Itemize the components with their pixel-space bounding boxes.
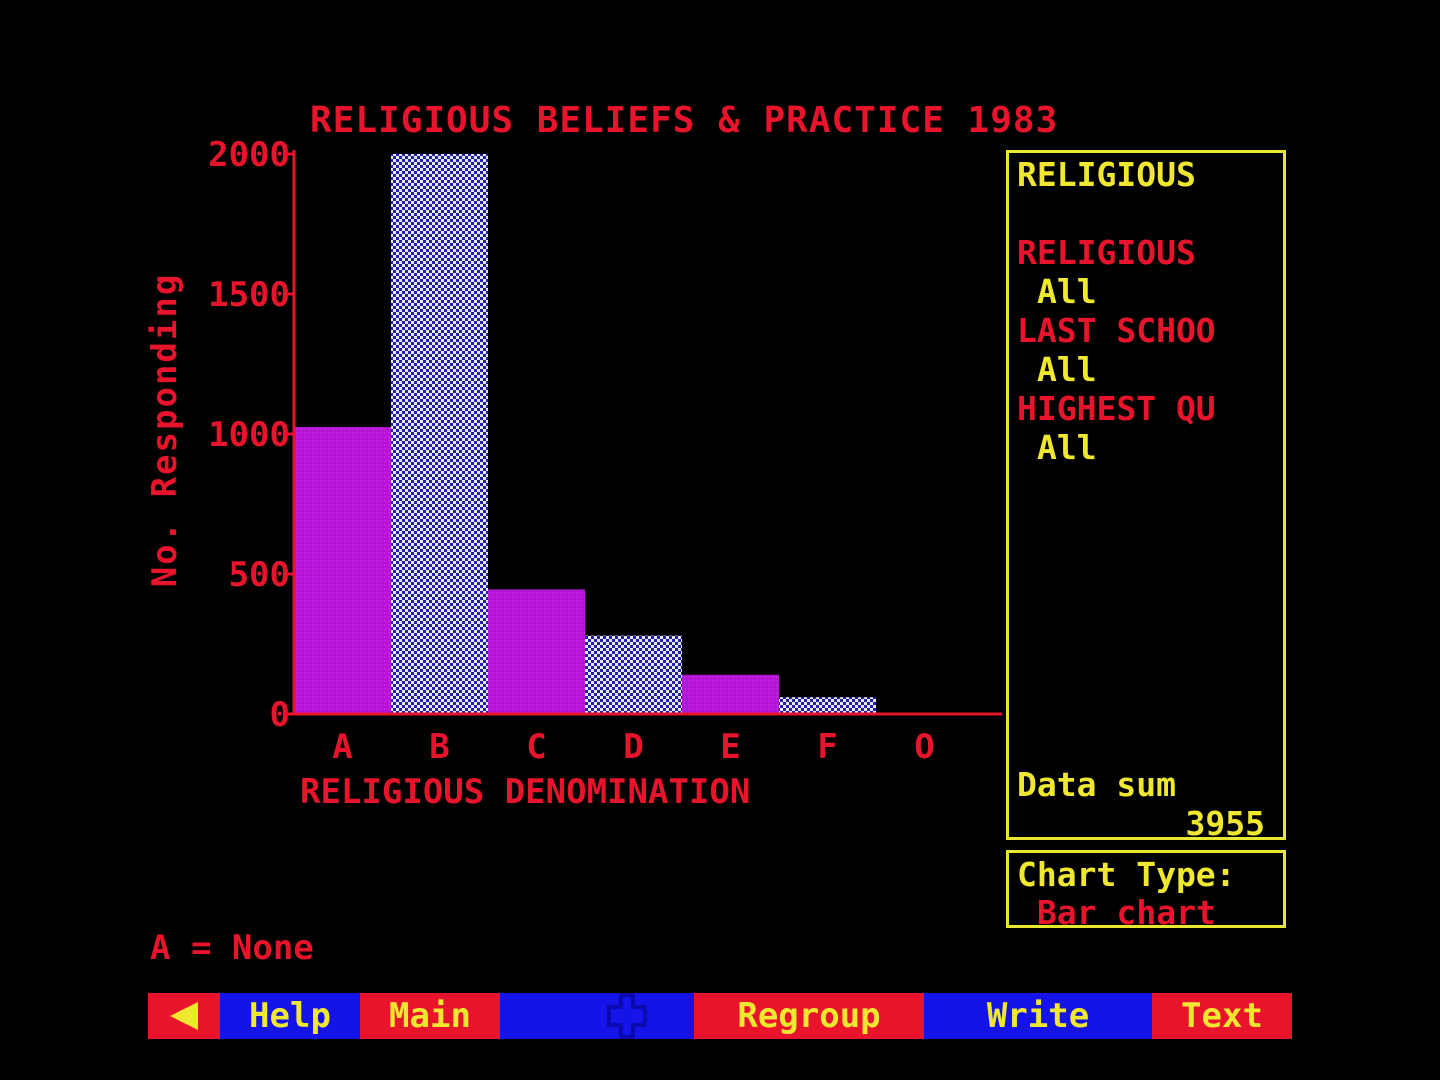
menu-bar: Help Main Regroup Write Text [148, 993, 1292, 1039]
chart-type-label: Chart Type: [1017, 855, 1236, 894]
category-legend: A = None [150, 928, 314, 968]
x-category-label: E [720, 727, 740, 767]
chart-type-box: Chart Type: Bar chart [1006, 850, 1286, 932]
filter-panel: RELIGIOUS RELIGIOUS All LAST SCHOO All H… [1006, 150, 1286, 843]
y-tick-label: 1500 [208, 275, 290, 315]
filter-name: HIGHEST QU [1017, 389, 1216, 428]
y-tick-label: 2000 [208, 135, 290, 175]
x-axis-title: RELIGIOUS DENOMINATION [300, 772, 751, 812]
data-sum-label: Data sum [1017, 765, 1176, 804]
y-tick-label: 0 [270, 695, 290, 735]
filter-value: All [1037, 350, 1097, 389]
cross-cursor-icon [607, 993, 647, 1039]
cursor-area[interactable] [500, 993, 694, 1039]
bar-E [682, 674, 779, 714]
x-category-label: B [429, 727, 449, 767]
x-category-label: C [526, 727, 546, 767]
help-button[interactable]: Help [220, 993, 360, 1039]
x-category-label: D [623, 727, 643, 767]
main-button[interactable]: Main [360, 993, 500, 1039]
x-category-label: F [817, 727, 837, 767]
filter-value: All [1037, 272, 1097, 311]
regroup-button[interactable]: Regroup [694, 993, 924, 1039]
filter-name: LAST SCHOO [1017, 311, 1216, 350]
chart-type-value: Bar chart [1037, 893, 1216, 932]
bar-C [488, 589, 585, 714]
bar-A [294, 427, 391, 714]
back-button[interactable] [148, 993, 220, 1039]
x-category-label: O [914, 727, 934, 767]
text-button[interactable]: Text [1152, 993, 1292, 1039]
bar-D [585, 635, 682, 714]
bar-F [779, 697, 876, 714]
data-sum-value: 3955 [1185, 804, 1265, 843]
x-category-label: A [332, 727, 352, 767]
filter-value: All [1037, 428, 1097, 467]
y-tick-label: 500 [229, 555, 290, 595]
write-button[interactable]: Write [924, 993, 1152, 1039]
panel-header: RELIGIOUS [1017, 155, 1196, 194]
filter-name: RELIGIOUS [1017, 233, 1196, 272]
chart-title: RELIGIOUS BELIEFS & PRACTICE 1983 [310, 100, 1059, 141]
left-arrow-icon [170, 1002, 198, 1030]
y-tick-label: 1000 [208, 415, 290, 455]
bar-B [391, 154, 488, 714]
